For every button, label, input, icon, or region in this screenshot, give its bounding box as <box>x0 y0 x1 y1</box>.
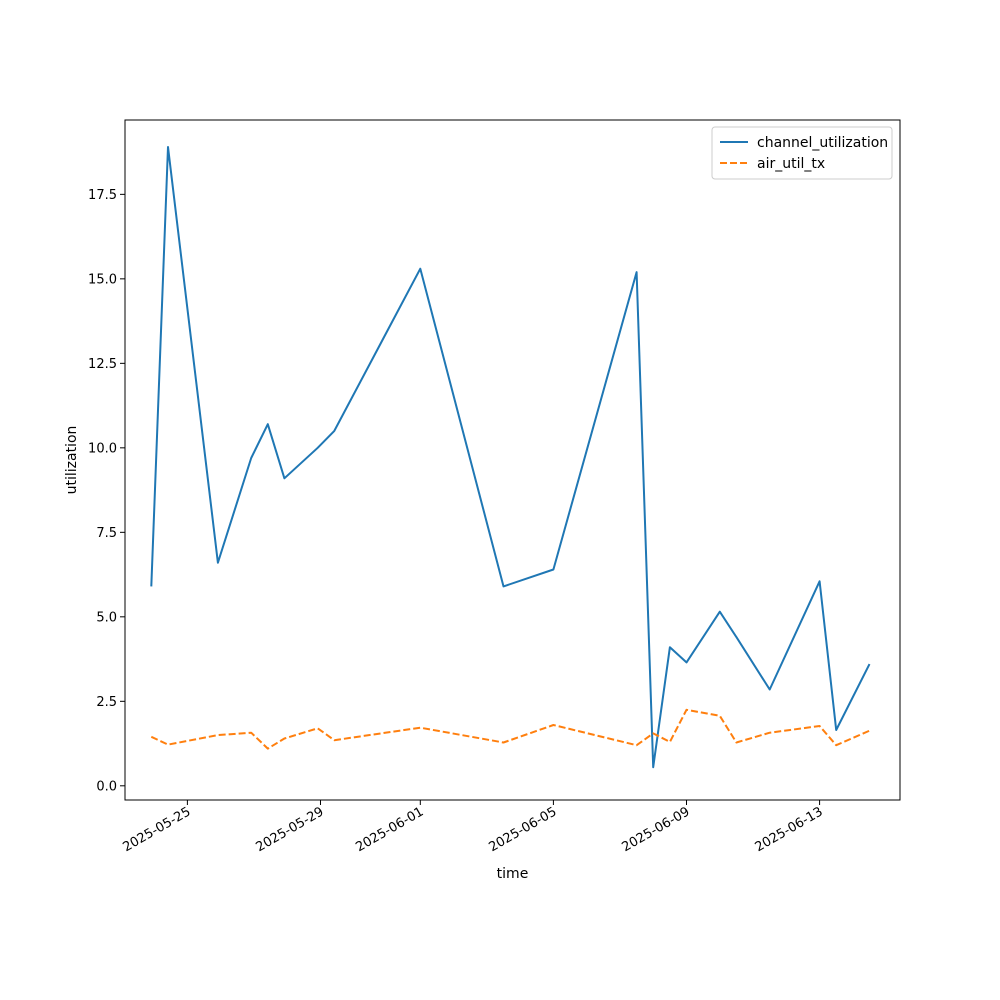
y-axis: 0.0 2.5 5.0 7.5 10.0 12.5 15.0 17.5 <box>88 188 125 794</box>
y-axis-label: utilization <box>64 426 80 495</box>
y-tick-label: 12.5 <box>88 357 117 372</box>
y-tick-label: 0.0 <box>96 779 117 794</box>
y-tick-label: 10.0 <box>88 441 117 456</box>
series-line-air-util-tx <box>150 708 870 750</box>
legend-label: channel_utilization <box>757 135 888 151</box>
y-tick-label: 7.5 <box>96 526 117 541</box>
y-tick-label: 2.5 <box>96 695 117 710</box>
legend: channel_utilization air_util_tx <box>711 126 893 180</box>
legend-box <box>711 126 893 180</box>
y-tick-label: 15.0 <box>88 272 117 287</box>
y-tick-label: 5.0 <box>96 610 117 625</box>
series-layer <box>150 146 871 769</box>
legend-label: air_util_tx <box>757 156 825 172</box>
series-line-channel-utilization <box>150 146 871 769</box>
x-axis-label: time <box>497 866 529 882</box>
plot-area <box>124 119 901 801</box>
y-tick-label: 17.5 <box>88 188 117 203</box>
axes-frame <box>124 119 901 801</box>
